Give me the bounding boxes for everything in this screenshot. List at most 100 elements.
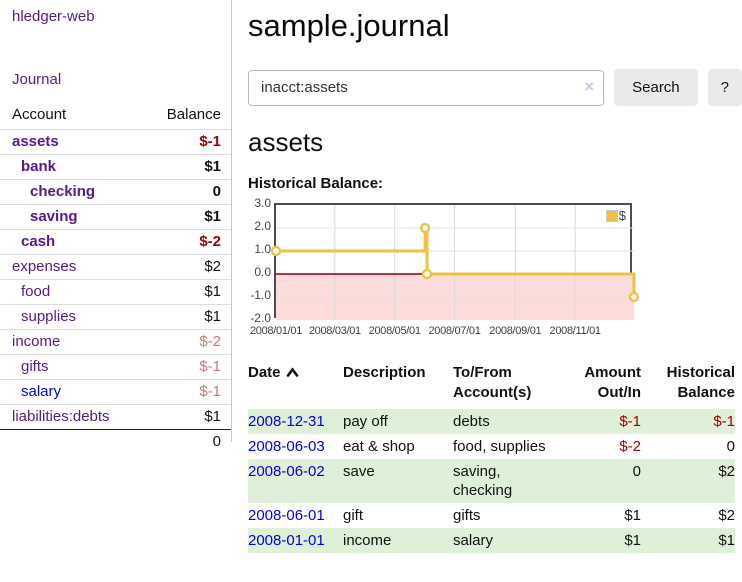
register-date-cell: 2008-06-02 [248, 459, 343, 503]
account-balance: $1 [204, 208, 221, 225]
transaction-date-link[interactable]: 2008-12-31 [248, 413, 325, 430]
register-row: 2008-01-01 income salary $1 $1 [248, 528, 735, 553]
search-input[interactable] [248, 69, 605, 106]
y-axis-tick-label: 0.0 [254, 265, 271, 279]
register-header-date[interactable]: Date [248, 361, 343, 409]
account-row: gifts $-1 [0, 354, 231, 380]
sidebar-account-link[interactable]: gifts [21, 358, 49, 375]
legend-label: $ [618, 208, 626, 223]
register-date-cell: 2008-06-01 [248, 503, 343, 528]
account-balance: $1 [204, 408, 221, 425]
sidebar-account-link[interactable]: supplies [21, 308, 77, 325]
register-header-accounts: To/From Account(s) [453, 364, 532, 401]
sidebar-account-link[interactable]: saving [30, 208, 78, 225]
sidebar-item-journal[interactable]: Journal [12, 71, 62, 88]
account-row: bank $1 [0, 154, 231, 180]
chart-legend: $ [605, 208, 626, 223]
help-button[interactable]: ? [707, 69, 742, 106]
account-row: expenses $2 [0, 254, 231, 280]
register-balance-cell: $2 [718, 507, 735, 524]
register-description-cell: save [343, 463, 375, 480]
sidebar-account-link[interactable]: checking [30, 183, 96, 200]
register-date-cell: 2008-12-31 [248, 409, 343, 434]
register-row: 2008-12-31 pay off debts $-1 $-1 [248, 409, 735, 434]
y-axis-tick-label: -1.0 [250, 288, 271, 302]
register-amount-cell: 0 [632, 463, 641, 480]
account-row: liabilities:debts $1 [0, 404, 231, 430]
register-row: 2008-06-01 gift gifts $1 $2 [248, 503, 735, 528]
register-balance-cell: $-1 [713, 413, 735, 430]
account-balance: $1 [204, 308, 221, 325]
account-heading: assets [248, 127, 324, 157]
account-balance: $-1 [199, 358, 221, 375]
x-axis-tick-label: 2008/03/01 [308, 325, 361, 337]
transaction-date-link[interactable]: 2008-01-01 [248, 532, 325, 549]
register-header-balance: Historical Balance [666, 364, 735, 401]
x-axis-tick-label: 2008/07/01 [428, 325, 481, 337]
register-date-cell: 2008-01-01 [248, 528, 343, 553]
register-table: Date Description To/From Account(s) Amou… [248, 361, 735, 553]
register-description-cell: eat & shop [343, 438, 415, 455]
sidebar-account-link[interactable]: expenses [12, 258, 77, 275]
accounts-header-balance: Balance [166, 106, 221, 123]
register-accounts-cell: food, supplies [453, 438, 546, 455]
x-axis-tick-label: 2008/01/01 [249, 325, 303, 337]
x-axis-tick-label: 2008/11/01 [549, 325, 602, 337]
y-axis-tick-label: 2.0 [254, 219, 271, 233]
accounts-header-row: Account Balance [0, 104, 231, 130]
transaction-date-link[interactable]: 2008-06-01 [248, 507, 325, 524]
register-amount-cell: $-1 [619, 413, 641, 430]
legend-swatch-icon [605, 209, 618, 222]
account-balance: 0 [212, 183, 221, 200]
accounts-total-balance: 0 [212, 433, 221, 450]
sidebar-account-link[interactable]: bank [21, 158, 57, 175]
account-row: supplies $1 [0, 304, 231, 330]
page-title: sample.journal [248, 8, 450, 43]
search-form: × Search ? [248, 69, 742, 106]
register-amount-cell: $-2 [619, 438, 641, 455]
register-row: 2008-06-02 save saving, checking 0 $2 [248, 459, 735, 503]
accounts-table: Account Balance assets $-1 bank $1 checking 0… [0, 104, 231, 454]
account-row: checking 0 [0, 179, 231, 205]
sidebar-account-link[interactable]: food [21, 283, 51, 300]
register-header-description: Description [343, 364, 426, 381]
register-accounts-cell: gifts [453, 507, 481, 524]
account-balance: $-2 [199, 233, 221, 250]
register-amount-cell: $1 [624, 532, 641, 549]
register-balance-cell: $1 [718, 532, 735, 549]
transaction-date-link[interactable]: 2008-06-02 [248, 463, 325, 480]
register-amount-cell: $1 [624, 507, 641, 524]
account-balance: $1 [204, 283, 221, 300]
clear-search-icon[interactable]: × [584, 76, 595, 96]
balance-chart: 3.0 2.0 1.0 0.0 -1.0 -2.0 $ 2008/01/01 2008/03… [248, 196, 742, 343]
chart-plot-area: $ [270, 203, 640, 320]
x-axis-tick-label: 2008/05/01 [368, 325, 421, 337]
app-title-link[interactable]: hledger-web [12, 8, 95, 25]
register-balance-cell: 0 [726, 438, 735, 455]
account-row: income $-2 [0, 329, 231, 355]
account-balance: $-1 [199, 383, 221, 400]
register-date-cell: 2008-06-03 [248, 434, 343, 459]
register-accounts-cell: salary [453, 532, 494, 549]
sidebar-account-link[interactable]: liabilities:debts [12, 408, 110, 425]
register-accounts-cell: debts [453, 413, 490, 430]
account-balance: $1 [204, 158, 221, 175]
transaction-date-link[interactable]: 2008-06-03 [248, 438, 325, 455]
accounts-header-account: Account [12, 106, 67, 123]
sidebar-account-link[interactable]: cash [21, 233, 56, 250]
accounts-total-row: 0 [0, 429, 231, 455]
chart-title: Historical Balance: [248, 175, 384, 192]
register-accounts-cell: saving, checking [453, 463, 513, 499]
y-axis-tick-label: 3.0 [254, 196, 271, 210]
account-row: cash $-2 [0, 229, 231, 255]
search-button[interactable]: Search [614, 69, 698, 106]
sidebar-account-link[interactable]: income [12, 333, 61, 350]
register-row: 2008-06-03 eat & shop food, supplies $-2 0 [248, 434, 735, 459]
register-description-cell: pay off [343, 413, 388, 430]
sidebar-account-link[interactable]: assets [12, 133, 59, 150]
register-header-row: Date Description To/From Account(s) Amou… [248, 361, 735, 409]
sidebar-account-link[interactable]: salary [21, 383, 62, 400]
account-balance: $2 [204, 258, 221, 275]
account-row: salary $-1 [0, 379, 231, 405]
main-content: sample.journal × Search ? assets Histori… [248, 0, 742, 553]
